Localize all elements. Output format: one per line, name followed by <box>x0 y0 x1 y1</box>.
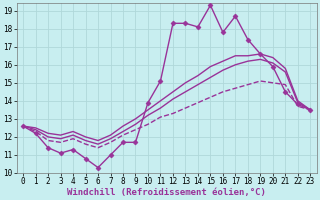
X-axis label: Windchill (Refroidissement éolien,°C): Windchill (Refroidissement éolien,°C) <box>67 188 266 197</box>
